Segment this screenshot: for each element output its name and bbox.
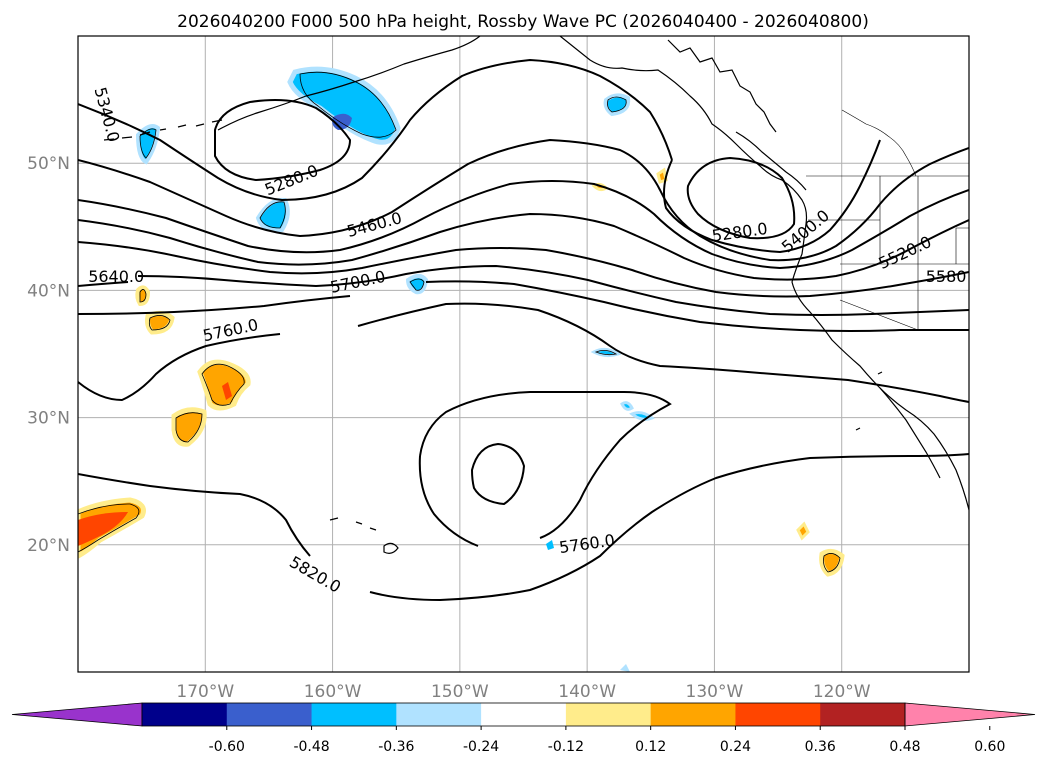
colorbar-segment-3 <box>396 703 482 726</box>
graticule <box>78 36 969 672</box>
colorbar-segment-4 <box>481 703 567 726</box>
lon-label-4: 130°W <box>686 682 744 702</box>
map-background <box>78 36 969 672</box>
contour-5280-east <box>686 156 796 240</box>
colorbar-label-3: -0.24 <box>463 739 499 755</box>
colorbar-label-4: -0.12 <box>548 739 584 755</box>
anomaly-positive-east-1 <box>819 548 845 577</box>
lon-label-1: 160°W <box>304 682 362 702</box>
contour-5460 <box>78 180 969 270</box>
coastline-canada <box>667 39 777 133</box>
anomaly-negative-bering <box>287 66 401 145</box>
anomaly-positive-west-2-core <box>222 382 232 400</box>
colorbar-segment-7 <box>735 703 821 726</box>
coastline-baja <box>879 387 941 479</box>
contour-5820-outer <box>78 453 969 602</box>
contour-5280-west <box>214 99 352 182</box>
colorbar-segment-8 <box>820 703 906 726</box>
contour-5520 <box>78 212 969 281</box>
contour-5340-east <box>663 139 881 254</box>
colorbar-label-5: 0.12 <box>635 739 666 755</box>
longitude-labels: 170°W 160°W 150°W 140°W 130°W 120°W <box>176 682 870 702</box>
anomaly-positive-west-1-core <box>78 512 128 546</box>
colorbar-segment-1 <box>226 703 313 726</box>
colorbar-label-0: -0.60 <box>209 739 245 755</box>
colorbar-label-6: 0.24 <box>720 739 751 755</box>
coastline-alaska-peninsula <box>217 36 481 131</box>
colorbar-label-9: 0.60 <box>974 739 1005 755</box>
lon-label-0: 170°W <box>176 682 234 702</box>
contour-5760-north <box>78 302 969 403</box>
anomaly-outlines <box>78 71 841 573</box>
contour-5400 <box>78 138 969 262</box>
coastline-alaska-south <box>559 36 808 225</box>
coastline-hawaii <box>329 517 399 554</box>
anomaly-negative-small-5 <box>620 664 630 672</box>
anomaly-negative-alaska <box>603 93 631 117</box>
coastline-vancouver <box>735 131 807 191</box>
lat-label-1: 30°N <box>27 409 70 429</box>
lon-label-3: 140°W <box>558 682 616 702</box>
map-frame <box>77 35 970 673</box>
colorbar-label-7: 0.36 <box>805 739 836 755</box>
contour-5700 <box>78 280 969 332</box>
anomaly-shading <box>78 66 845 672</box>
anomaly-negative-small-4 <box>546 540 554 550</box>
colorbar-label-2: -0.36 <box>378 739 414 755</box>
contour-5640-west <box>78 281 129 287</box>
border-alaska-canada <box>841 109 917 177</box>
anomaly-negative-small-2 <box>620 401 634 411</box>
lon-label-5: 120°W <box>813 682 871 702</box>
height-contours <box>78 58 969 602</box>
anomaly-positive-small-1 <box>796 521 810 541</box>
contour-5340 <box>78 58 673 202</box>
contour-5640 <box>137 264 969 316</box>
lat-label-2: 40°N <box>27 281 70 301</box>
anomaly-positive-west-3 <box>171 407 207 447</box>
lon-label-2: 150°W <box>431 682 489 702</box>
map-title: 2026040200 F000 500 hPa height, Rossby W… <box>177 12 869 32</box>
coastline-mexico-island <box>855 371 883 431</box>
contour-label-7: 5640.0 <box>88 267 144 286</box>
coastlines <box>103 36 969 554</box>
lat-label-0: 20°N <box>27 536 70 556</box>
political-borders <box>806 109 969 331</box>
colorbar-segment-0 <box>142 703 228 726</box>
colorbar-segment-6 <box>650 703 736 726</box>
coastline-us-west <box>791 223 969 511</box>
colorbar-label-1: -0.48 <box>293 739 329 755</box>
colorbar-segment-5 <box>565 703 652 726</box>
colorbar-label-8: 0.48 <box>889 739 920 755</box>
lat-label-3: 50°N <box>27 154 70 174</box>
colorbar-extend-low <box>11 702 143 727</box>
contour-5580 <box>78 241 969 298</box>
colorbar-frame <box>141 702 906 727</box>
contour-label-6: 5580 <box>926 267 967 286</box>
contour-5760-low <box>418 390 672 547</box>
contour-5820-inner <box>470 442 526 506</box>
latitude-labels: 20°N 30°N 40°N 50°N <box>27 154 70 556</box>
anomaly-negative-gulf <box>255 197 290 233</box>
colorbar-extend-high <box>904 702 1036 727</box>
colorbar-segment-2 <box>311 703 397 726</box>
colorbar: -0.60 -0.48 -0.36 -0.24 -0.12 0.12 0.24 0.36 0.4… <box>11 702 1036 755</box>
